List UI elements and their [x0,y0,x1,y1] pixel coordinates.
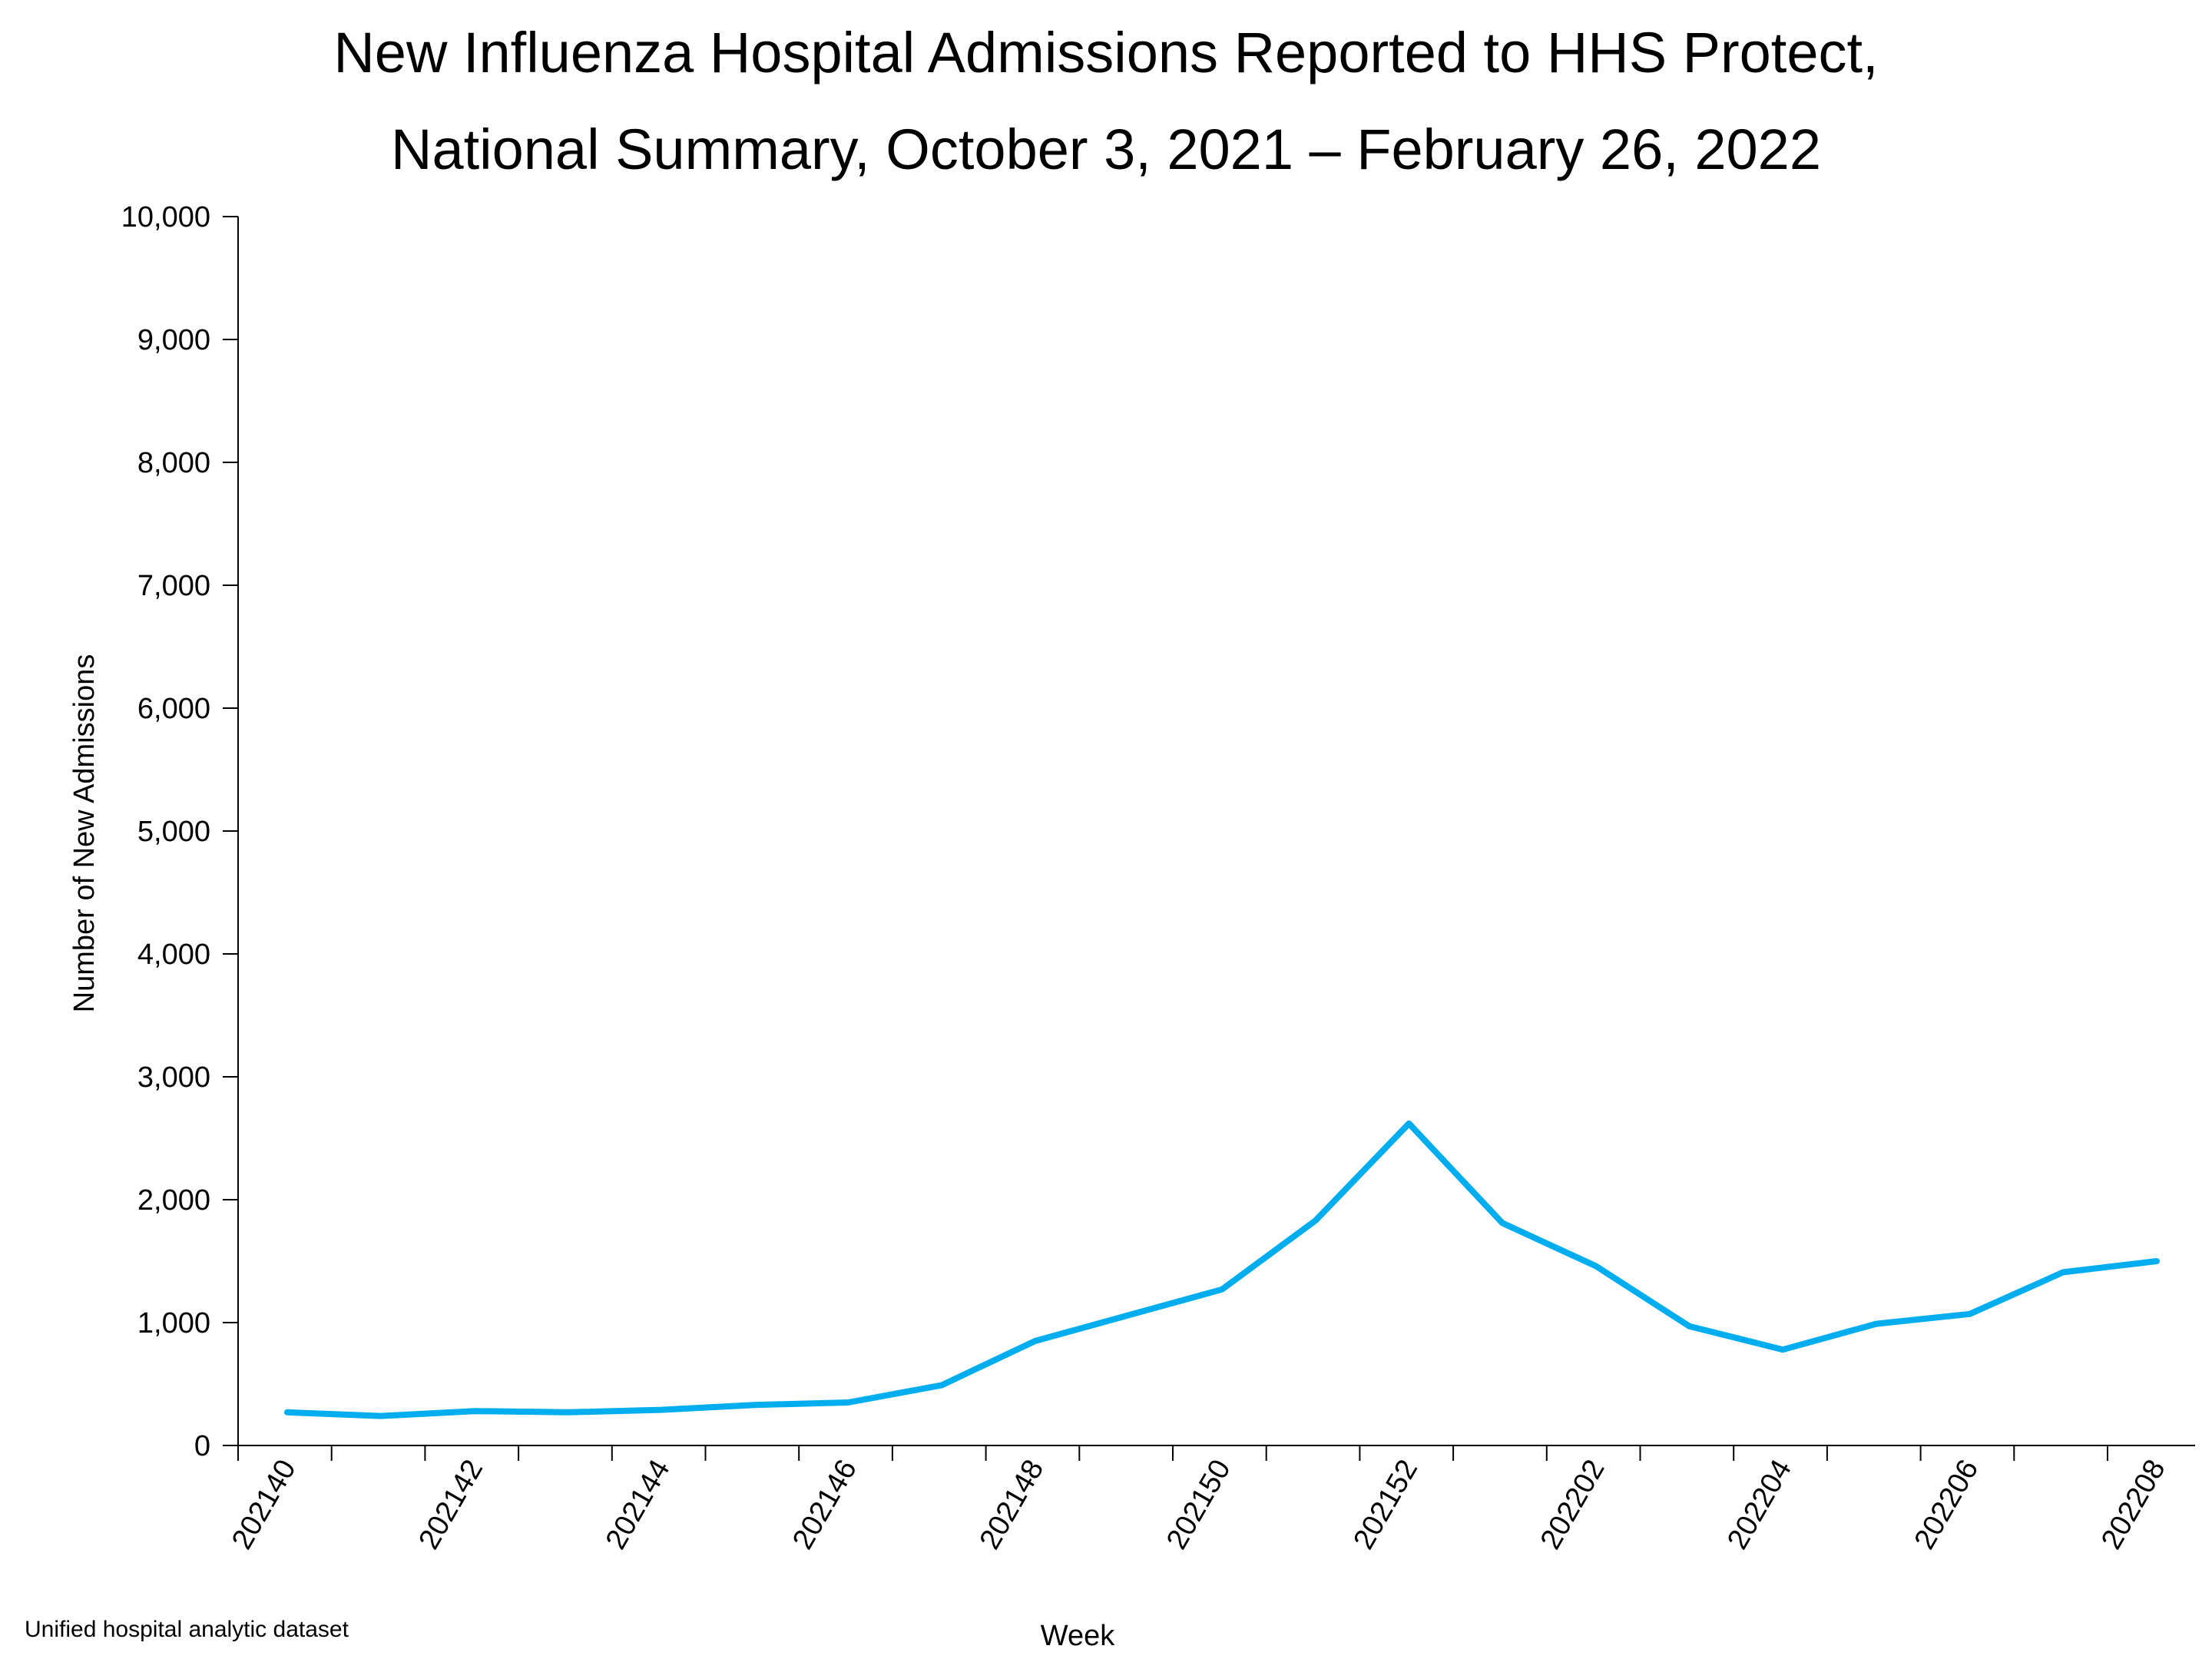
x-tick-label: 202204 [1721,1455,1798,1555]
series-layer [284,1120,2160,1419]
y-tick-label: 3,000 [137,1061,210,1094]
y-tick-label: 9,000 [137,324,210,356]
y-tick-label: 8,000 [137,447,210,479]
x-tick-label: 202142 [412,1455,489,1555]
y-tick-label: 7,000 [137,570,210,602]
x-tick-label: 202150 [1161,1455,1237,1555]
chart-title: New Influenza Hospital Admissions Report… [333,21,1879,84]
x-tick-label: 202146 [786,1455,863,1555]
series-line [284,1120,2160,1419]
y-tick-label: 6,000 [137,693,210,725]
source-note: Unified hospital analytic dataset [25,1617,349,1642]
x-tick-label: 202202 [1535,1455,1611,1555]
x-tick-label: 202206 [1909,1455,1985,1555]
x-tick-label: 202152 [1347,1455,1424,1555]
y-tick-label: 4,000 [137,939,210,971]
y-tick-label: 0 [194,1430,210,1462]
y-tick-label: 1,000 [137,1307,210,1339]
y-axis-ticks: 0 1,000 2,000 3,000 4,000 5,000 6,000 7,000 8,00… [121,201,238,1462]
y-tick-label: 2,000 [137,1184,210,1217]
axes [237,217,2195,1446]
y-axis-title: Number of New Admissions [68,654,101,1013]
x-tick-label: 202208 [2095,1455,2172,1555]
x-axis-ticks: 202140 202142 202144 202146 202148 202150 2021… [226,1445,2172,1555]
y-tick-label: 10,000 [121,201,210,233]
chart-subtitle: National Summary, October 3, 2021 – Febr… [391,118,1821,181]
x-axis-title: Week [1041,1620,1115,1652]
x-tick-label: 202144 [600,1455,677,1555]
x-tick-label: 202148 [974,1455,1051,1555]
x-tick-label: 202140 [226,1455,303,1555]
y-tick-label: 5,000 [137,816,210,848]
